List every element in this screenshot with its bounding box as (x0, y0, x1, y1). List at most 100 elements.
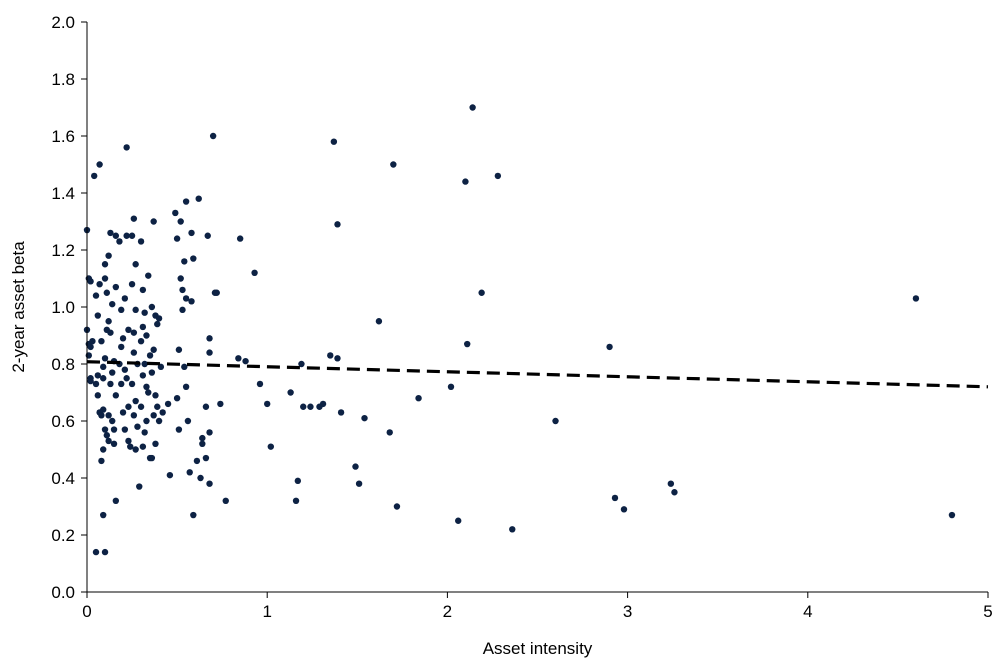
data-point (92, 292, 100, 299)
data-point (101, 275, 109, 282)
y-tick-label: 1.8 (51, 70, 75, 89)
data-point (494, 172, 502, 180)
data-point (202, 454, 210, 462)
data-point (139, 286, 147, 294)
data-point (256, 380, 264, 388)
data-point (334, 221, 341, 228)
data-point (128, 232, 136, 239)
data-point (164, 400, 172, 408)
data-point (193, 457, 201, 465)
data-point (190, 511, 197, 519)
data-point (334, 355, 341, 362)
data-point (267, 443, 275, 450)
data-point (222, 497, 229, 504)
data-point (671, 489, 678, 496)
data-point (100, 375, 107, 382)
data-point (128, 380, 136, 388)
data-point (184, 417, 192, 425)
data-point (107, 229, 114, 237)
y-tick-label: 2.0 (51, 13, 75, 32)
data-point (213, 289, 220, 296)
data-point (355, 480, 363, 487)
data-point (148, 454, 156, 462)
data-point (121, 426, 129, 433)
data-point (123, 232, 130, 239)
data-point (173, 395, 181, 402)
data-point (132, 446, 139, 453)
data-point (100, 406, 107, 413)
data-point (94, 372, 102, 379)
data-point (199, 434, 206, 442)
data-point (91, 172, 98, 180)
data-point (101, 426, 109, 433)
data-point (98, 338, 105, 345)
data-point (146, 352, 154, 359)
data-point (509, 526, 516, 533)
data-point (337, 409, 345, 416)
data-point (89, 338, 96, 345)
data-point (101, 355, 109, 362)
data-point (100, 363, 107, 371)
data-point (190, 255, 197, 262)
data-point (137, 403, 145, 410)
data-point (100, 446, 107, 453)
data-point (375, 318, 383, 325)
data-point (912, 295, 920, 302)
data-point (103, 289, 111, 296)
data-point (186, 469, 193, 476)
data-point (132, 397, 139, 405)
data-point (92, 380, 100, 388)
data-point (110, 440, 118, 447)
data-point (121, 295, 129, 302)
data-point (287, 389, 294, 396)
data-point (109, 417, 116, 425)
x-tick-label: 4 (803, 602, 812, 621)
data-point (148, 369, 156, 376)
data-point (206, 335, 213, 342)
data-point (181, 363, 188, 371)
data-point (121, 366, 129, 373)
data-point (182, 198, 190, 205)
data-point (116, 238, 123, 245)
x-tick-label: 3 (623, 602, 632, 621)
data-point (361, 414, 368, 422)
data-point (197, 474, 204, 482)
data-point (87, 343, 94, 351)
data-point (667, 480, 675, 487)
data-point (264, 400, 271, 408)
data-point (105, 437, 112, 445)
data-point (620, 506, 628, 513)
data-point (154, 403, 161, 410)
data-point (206, 429, 213, 436)
data-point (130, 329, 138, 336)
data-point (136, 483, 143, 490)
data-point (150, 412, 157, 419)
data-point (109, 369, 116, 376)
data-point (292, 497, 300, 504)
data-point (181, 258, 188, 265)
data-point (202, 403, 210, 410)
data-point (109, 300, 116, 308)
data-point (307, 403, 314, 410)
data-point (125, 403, 132, 410)
y-tick-label: 0.6 (51, 412, 75, 431)
data-point (137, 238, 145, 245)
data-point (462, 178, 469, 185)
x-tick-label: 5 (983, 602, 992, 621)
data-point (552, 417, 559, 425)
data-point (154, 320, 161, 328)
data-point (87, 377, 94, 385)
trend-line (86, 360, 989, 389)
data-point (327, 352, 334, 359)
data-point (112, 392, 120, 399)
y-tick-label: 1.6 (51, 127, 75, 146)
data-point (128, 281, 136, 288)
data-point (107, 329, 114, 336)
data-point (130, 412, 138, 419)
data-point (105, 252, 112, 259)
data-point (139, 443, 147, 450)
data-point (137, 338, 145, 345)
data-point (103, 432, 111, 439)
y-tick-label: 0.2 (51, 526, 75, 545)
